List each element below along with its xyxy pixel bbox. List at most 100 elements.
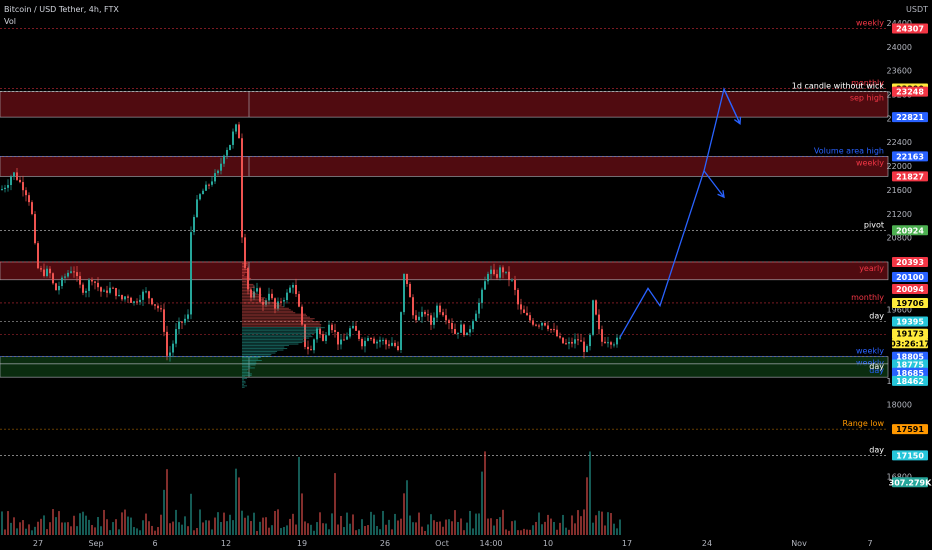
volume-bar [364, 526, 366, 535]
volume-profile-bar [242, 300, 268, 302]
volume-bar [322, 523, 324, 535]
candle [406, 273, 408, 284]
candle [430, 315, 432, 325]
level-label: monthly [851, 79, 884, 88]
candle [544, 322, 546, 326]
candle [43, 269, 45, 276]
candle [367, 338, 369, 341]
time-axis: 27 Sep 6 12 19 26 Oct 14:00 10 17 24 Nov 7 [0, 535, 890, 550]
volume-profile-bar [242, 339, 304, 341]
volume-profile-bar [242, 358, 259, 360]
volume-profile-bar [242, 283, 254, 285]
candle [457, 332, 459, 334]
y-tick-label: 23600 [887, 67, 912, 76]
volume-bar [601, 511, 603, 535]
price-badge-label: 19706 [896, 299, 924, 308]
volume-bar [586, 477, 588, 535]
candle [334, 330, 336, 332]
volume-profile-bar [242, 267, 247, 269]
price-badge [892, 424, 928, 435]
zone-4 [0, 363, 889, 378]
volume-bar [379, 529, 381, 535]
volume-bar [220, 522, 222, 535]
candle [355, 325, 357, 331]
volume-profile-bar [242, 371, 250, 373]
candle [559, 336, 561, 338]
volume-bar [433, 520, 435, 535]
volume-indicator-label[interactable]: Vol [4, 17, 16, 26]
volume-bar [577, 510, 579, 535]
volume-bar [526, 529, 528, 535]
volume-bar [343, 527, 345, 535]
candle [568, 342, 570, 344]
candle [154, 304, 156, 306]
volume-bar [493, 525, 495, 535]
volume-profile-bar [242, 282, 248, 284]
candle [379, 339, 381, 342]
candle [586, 346, 588, 352]
price-badge [892, 23, 928, 34]
candle [493, 269, 495, 275]
symbol-title[interactable]: Bitcoin / USD Tether, 4h, FTX [4, 5, 119, 14]
volume-bar [571, 515, 573, 535]
candle [502, 267, 504, 273]
candle [346, 336, 348, 340]
price-badge-label: 20094 [896, 285, 924, 294]
candle [115, 288, 117, 296]
volume-bar [259, 521, 261, 535]
candle [523, 309, 525, 313]
candle [163, 309, 165, 332]
candle [322, 334, 324, 341]
candle [325, 335, 327, 341]
volume-profile-bar [242, 348, 288, 350]
candle [193, 217, 195, 233]
volume-bar [178, 522, 180, 535]
candle [46, 268, 48, 276]
volume-bar [619, 519, 621, 535]
price-badge [892, 450, 928, 461]
candle [337, 331, 339, 345]
volume-bar [154, 530, 156, 535]
volume-bar [451, 521, 453, 535]
candle [607, 342, 609, 344]
volume-bar [127, 516, 129, 535]
volume-bar [166, 469, 168, 535]
candle [514, 279, 516, 290]
volume-profile-bar [242, 331, 319, 333]
price-badge [892, 272, 928, 283]
candle [268, 293, 270, 301]
volume-bar [82, 511, 84, 535]
volume-bar [58, 511, 60, 535]
y-tick-label: 18000 [887, 401, 912, 410]
candle [484, 281, 486, 290]
volume-bar [169, 523, 171, 535]
volume-bar [520, 530, 522, 535]
candle [517, 289, 519, 305]
volume-bar [301, 493, 303, 535]
candle [466, 332, 468, 336]
volume-profile-bar [242, 303, 280, 305]
volume-profile-bar [242, 261, 249, 263]
candle [28, 195, 30, 203]
candle [352, 325, 354, 329]
candle [373, 338, 375, 344]
candle [553, 329, 555, 331]
candle [511, 279, 513, 281]
volume-profile-bar [242, 352, 276, 354]
candle [235, 124, 237, 132]
volume-bar [367, 525, 369, 535]
volume-bar [109, 530, 111, 535]
volume-profile-bar [242, 288, 251, 290]
volume-bar [589, 451, 591, 535]
volume-bar [43, 515, 45, 535]
volume-profile-bar [242, 386, 245, 388]
volume-bar [514, 520, 516, 535]
price-badge-label: 20924 [896, 226, 924, 235]
volume-bar [133, 527, 135, 535]
candle [538, 325, 540, 327]
candle [295, 284, 297, 295]
volume-profile-bar [242, 382, 246, 384]
candle [589, 334, 591, 347]
volume-profile-bar [242, 361, 257, 363]
